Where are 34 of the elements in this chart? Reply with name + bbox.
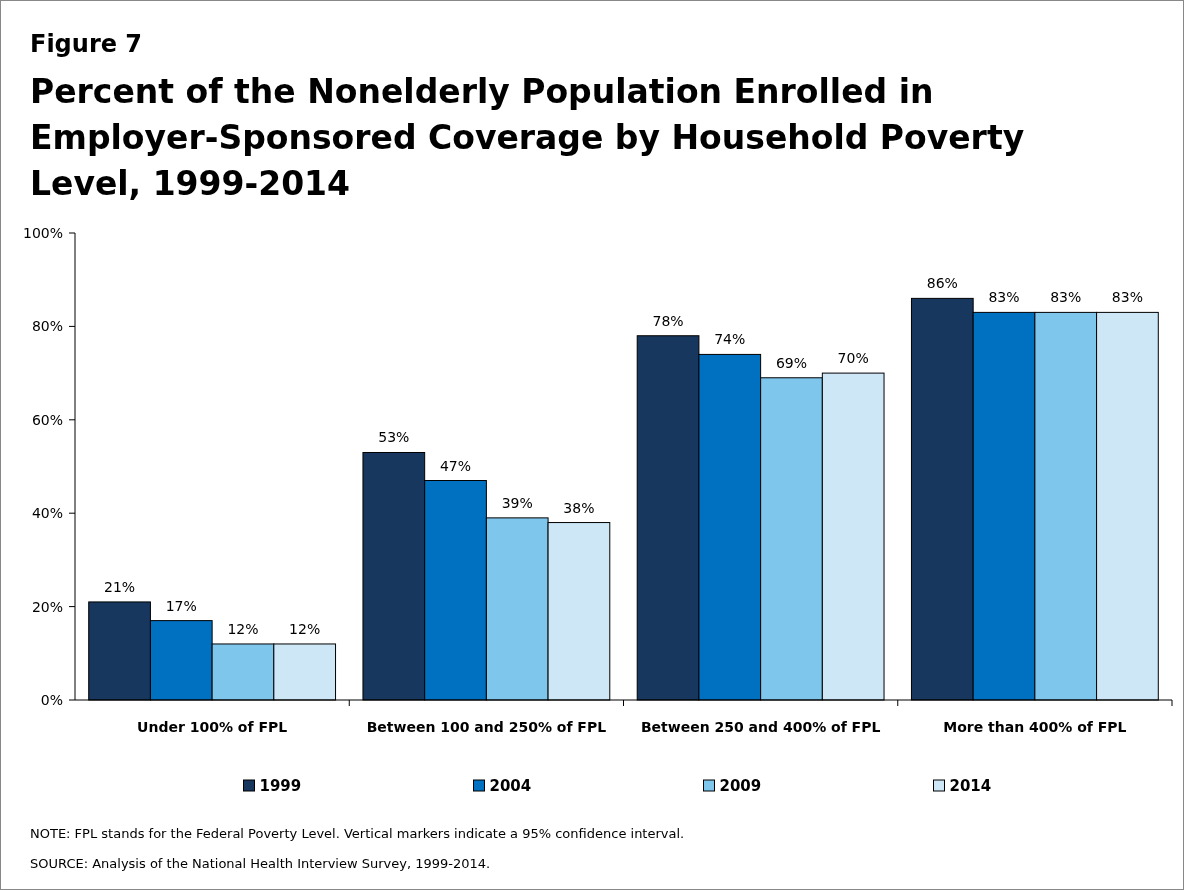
x-tick-label: Between 100 and 250% of FPL	[366, 719, 607, 735]
legend-label: 1999	[259, 777, 302, 796]
data-label: 39%	[501, 494, 533, 511]
data-label: 38%	[563, 499, 595, 516]
y-tick-label: 100%	[22, 224, 63, 241]
data-label: 17%	[165, 597, 197, 614]
legend-label: 2004	[489, 777, 532, 796]
y-tick-label: 80%	[31, 318, 63, 335]
y-tick-label: 20%	[31, 598, 63, 615]
y-tick-label: 60%	[31, 411, 63, 428]
data-label: 83%	[1111, 289, 1143, 306]
x-tick-label: Under 100% of FPL	[137, 719, 288, 735]
data-label: 69%	[775, 354, 808, 371]
legend-label: 2014	[949, 777, 992, 796]
chart-title: Figure 7	[30, 30, 143, 58]
data-label: 78%	[652, 312, 684, 329]
data-label: 12%	[289, 620, 321, 637]
data-label: 70%	[837, 350, 869, 367]
data-label: 21%	[104, 578, 136, 595]
x-tick-label: More than 400% of FPL	[943, 719, 1127, 735]
data-label: 12%	[227, 620, 259, 637]
y-tick-label: 0%	[40, 691, 63, 708]
chart-subtitle: Percent of the Nonelderly Population Enrolled in Employer-Sponsored Coverage by Household Poverty Level, 1999-2014	[30, 72, 1025, 203]
data-label: 86%	[926, 275, 958, 292]
source-note: SOURCE: Analysis of the National Health Interview Survey, 1999-2014.	[30, 856, 491, 871]
data-label: 74%	[714, 331, 746, 348]
legend-label: 2009	[719, 777, 762, 796]
data-label: 83%	[988, 289, 1020, 306]
text: NOTE: FPL stands for the Federal Poverty Level. Vertical markers indicate a 95% confidence interval.	[30, 826, 685, 841]
data-label: 53%	[378, 429, 410, 446]
y-tick-label: 40%	[31, 505, 63, 522]
data-label: 47%	[439, 457, 472, 474]
x-tick-label: Between 250 and 400% of FPL	[640, 719, 881, 735]
data-label: 83%	[1050, 289, 1082, 306]
